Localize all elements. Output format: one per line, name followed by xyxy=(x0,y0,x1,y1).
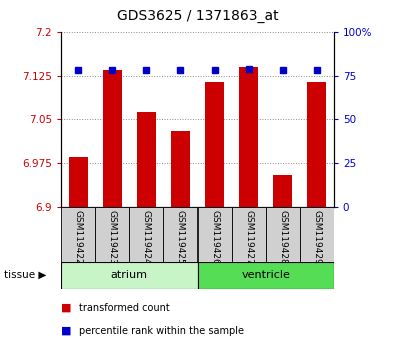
Text: percentile rank within the sample: percentile rank within the sample xyxy=(79,326,244,336)
Bar xyxy=(103,70,122,207)
Bar xyxy=(307,81,326,207)
Text: GSM119427: GSM119427 xyxy=(244,210,253,264)
Bar xyxy=(130,207,164,262)
Bar xyxy=(205,81,224,207)
Bar xyxy=(198,207,231,262)
Text: ventricle: ventricle xyxy=(241,270,290,280)
Text: GSM119423: GSM119423 xyxy=(108,210,117,264)
Bar xyxy=(265,207,300,262)
Bar xyxy=(61,207,95,262)
Text: GDS3625 / 1371863_at: GDS3625 / 1371863_at xyxy=(117,9,278,23)
Text: tissue ▶: tissue ▶ xyxy=(4,270,46,280)
Text: GSM119425: GSM119425 xyxy=(176,210,185,264)
Text: ■: ■ xyxy=(61,303,72,313)
Text: GSM119426: GSM119426 xyxy=(210,210,219,264)
Text: GSM119422: GSM119422 xyxy=(74,210,83,264)
Bar xyxy=(171,131,190,207)
Bar xyxy=(61,262,197,289)
Text: transformed count: transformed count xyxy=(79,303,170,313)
Bar xyxy=(300,207,334,262)
Text: GSM119429: GSM119429 xyxy=(312,210,321,264)
Bar xyxy=(239,67,258,207)
Bar xyxy=(137,113,156,207)
Text: atrium: atrium xyxy=(111,270,148,280)
Text: ■: ■ xyxy=(61,326,72,336)
Bar xyxy=(69,158,88,207)
Bar xyxy=(198,262,334,289)
Bar xyxy=(164,207,198,262)
Bar xyxy=(95,207,130,262)
Bar xyxy=(231,207,265,262)
Text: GSM119428: GSM119428 xyxy=(278,210,287,264)
Bar xyxy=(273,175,292,207)
Text: GSM119424: GSM119424 xyxy=(142,210,151,264)
